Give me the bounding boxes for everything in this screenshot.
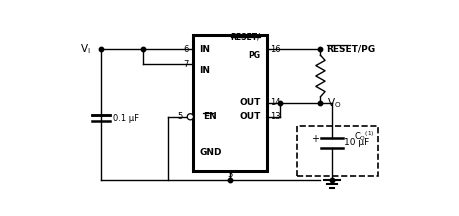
- Text: V$_{\mathregular{O}}$: V$_{\mathregular{O}}$: [326, 96, 340, 110]
- Text: 7: 7: [183, 60, 188, 69]
- Text: GND: GND: [199, 148, 222, 157]
- Text: +: +: [310, 134, 318, 144]
- Text: IN: IN: [199, 66, 210, 75]
- Text: OUT: OUT: [239, 98, 260, 107]
- Text: V$_{\mathregular{I}}$: V$_{\mathregular{I}}$: [79, 42, 90, 56]
- Text: OUT: OUT: [239, 112, 260, 121]
- Text: PG: PG: [248, 51, 260, 60]
- Text: 10 μF: 10 μF: [344, 138, 369, 147]
- Text: 14: 14: [269, 98, 280, 107]
- Bar: [297, 126, 377, 176]
- Text: 0.1 μF: 0.1 μF: [112, 114, 138, 123]
- Text: C$_{\mathregular{O}}$$^{\mathregular{(1)}}$: C$_{\mathregular{O}}$$^{\mathregular{(1)…: [353, 129, 374, 143]
- Text: 6: 6: [183, 44, 188, 54]
- Text: RESET/PG: RESET/PG: [326, 44, 375, 54]
- Bar: [193, 35, 266, 171]
- Text: 16: 16: [269, 44, 280, 54]
- Text: 13: 13: [269, 112, 280, 121]
- Circle shape: [187, 114, 193, 120]
- Text: 5: 5: [177, 112, 182, 121]
- Text: EN: EN: [202, 112, 216, 121]
- Text: IN: IN: [199, 44, 210, 54]
- Text: 3: 3: [226, 170, 232, 179]
- Text: RESET/: RESET/: [230, 32, 260, 41]
